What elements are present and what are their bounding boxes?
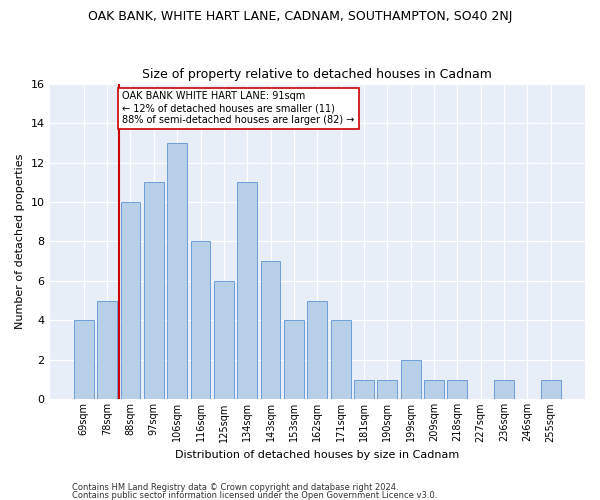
Y-axis label: Number of detached properties: Number of detached properties [15,154,25,329]
Bar [144,182,164,400]
Title: Size of property relative to detached houses in Cadnam: Size of property relative to detached ho… [142,68,492,81]
Bar [541,380,560,400]
Bar [191,242,211,400]
Bar [74,320,94,400]
X-axis label: Distribution of detached houses by size in Cadnam: Distribution of detached houses by size … [175,450,460,460]
Bar [494,380,514,400]
Bar [448,380,467,400]
Bar [214,281,234,400]
Bar [260,261,280,400]
Bar [401,360,421,400]
Bar [331,320,350,400]
Bar [377,380,397,400]
Bar [121,202,140,400]
Bar [284,320,304,400]
Text: OAK BANK, WHITE HART LANE, CADNAM, SOUTHAMPTON, SO40 2NJ: OAK BANK, WHITE HART LANE, CADNAM, SOUTH… [88,10,512,23]
Bar [307,300,327,400]
Bar [238,182,257,400]
Text: OAK BANK WHITE HART LANE: 91sqm
← 12% of detached houses are smaller (11)
88% of: OAK BANK WHITE HART LANE: 91sqm ← 12% of… [122,92,355,124]
Bar [97,300,117,400]
Bar [167,143,187,400]
Bar [424,380,444,400]
Bar [354,380,374,400]
Text: Contains public sector information licensed under the Open Government Licence v3: Contains public sector information licen… [72,490,437,500]
Text: Contains HM Land Registry data © Crown copyright and database right 2024.: Contains HM Land Registry data © Crown c… [72,484,398,492]
